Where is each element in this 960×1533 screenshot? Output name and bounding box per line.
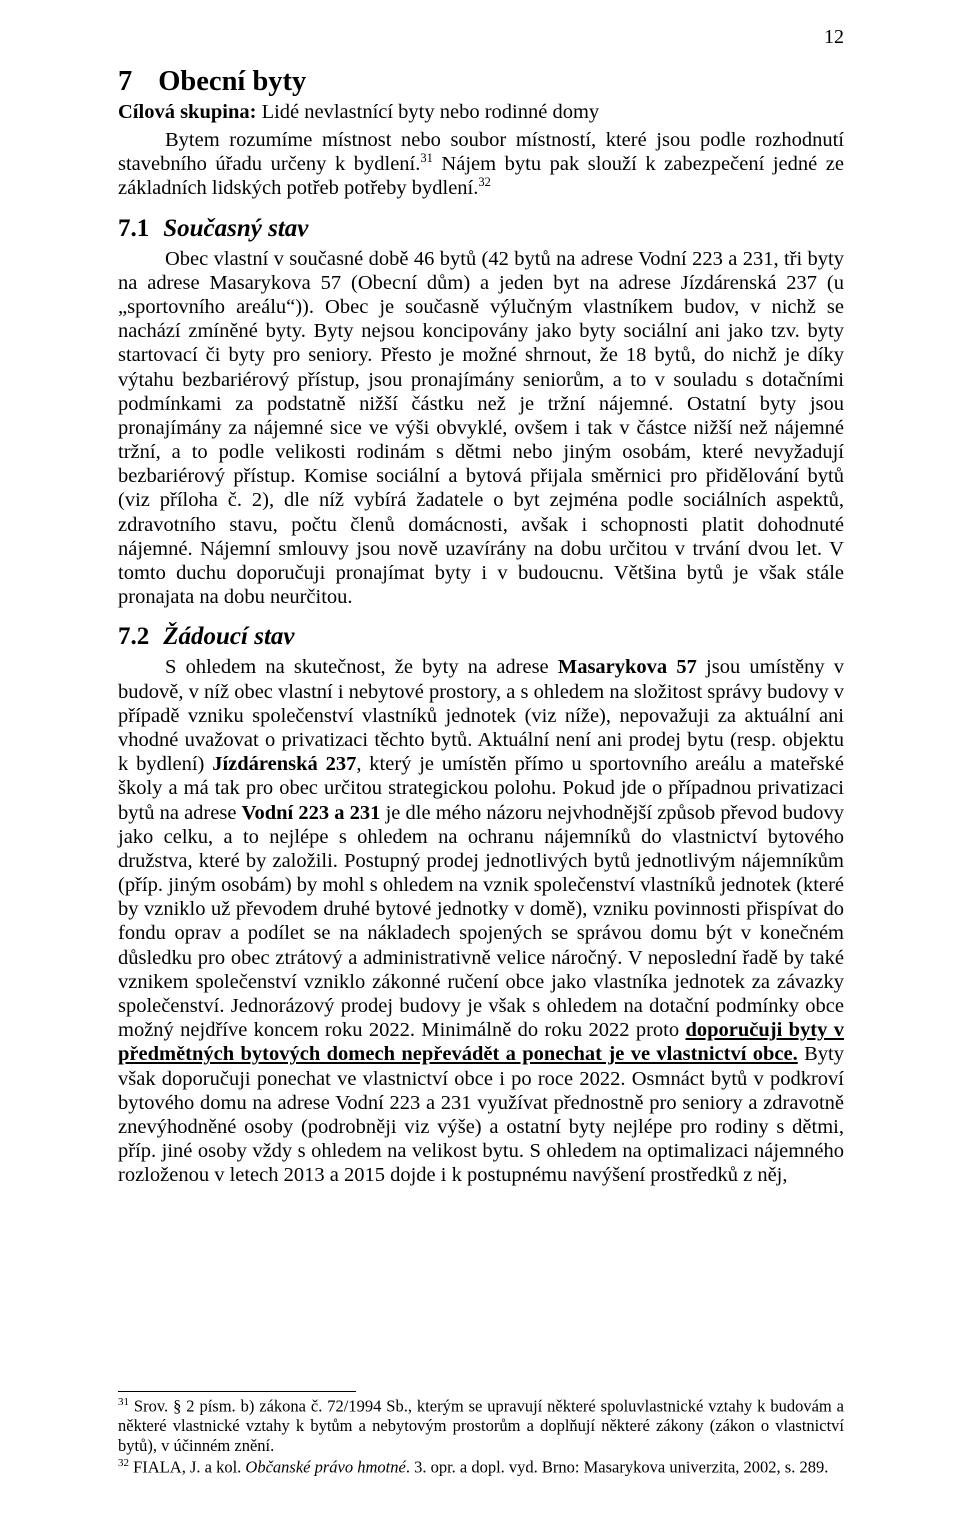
footnote-32: 32 FIALA, J. a kol. Občanské právo hmotn… [118,1457,844,1477]
heading-number: 7.2 [118,623,149,650]
heading-section-7: 7 Obecní byty [118,66,844,98]
footnote-text: . 3. opr. a dopl. vyd. Brno: Masarykova … [406,1458,829,1477]
target-group-line: Cílová skupina: Lidé nevlastnící byty ne… [118,101,844,124]
heading-section-7-1: 7.1 Současný stav [118,215,844,243]
footnote-31: 31 Srov. § 2 písm. b) zákona č. 72/1994 … [118,1396,844,1455]
target-group-label: Cílová skupina: [118,101,256,123]
heading-section-7-2: 7.2 Žádoucí stav [118,623,844,651]
footnote-number: 32 [118,1457,129,1469]
heading-title: Obecní byty [158,66,306,97]
footnote-text: FIALA, J. a kol. [129,1458,245,1477]
heading-number: 7.1 [118,215,149,242]
target-group-value: Lidé nevlastnící byty nebo rodinné domy [256,101,599,123]
footnotes-block: 31 Srov. § 2 písm. b) zákona č. 72/1994 … [118,1391,844,1479]
text-run: S ohledem na skutečnost, že byty na adre… [165,656,558,678]
section-7-1-paragraph: Obec vlastní v současné době 46 bytů (42… [118,247,844,610]
bold-masarykova: Masarykova 57 [558,656,697,678]
footnote-ref-31: 31 [420,151,433,165]
document-page: 12 7 Obecní byty Cílová skupina: Lidé nev… [0,0,960,1533]
heading-number: 7 [118,66,132,97]
text-run: je dle mého názoru nejvhodnější způsob p… [118,802,844,1042]
footnote-text: Srov. § 2 písm. b) zákona č. 72/1994 Sb.… [118,1397,844,1455]
heading-title: Žádoucí stav [163,623,294,650]
page-number: 12 [824,26,844,49]
bold-vodni: Vodní 223 a 231 [242,802,381,824]
bold-jizdarenska: Jízdárenská 237 [212,753,356,775]
footnote-ref-32: 32 [478,176,491,190]
footnote-number: 31 [118,1396,129,1408]
footnote-italic-title: Občanské právo hmotné [245,1458,405,1477]
section-7-2-paragraph: S ohledem na skutečnost, že byty na adre… [118,655,844,1187]
footnote-separator [118,1391,356,1392]
intro-paragraph: Bytem rozumíme místnost nebo soubor míst… [118,128,844,201]
heading-title: Současný stav [163,215,308,242]
